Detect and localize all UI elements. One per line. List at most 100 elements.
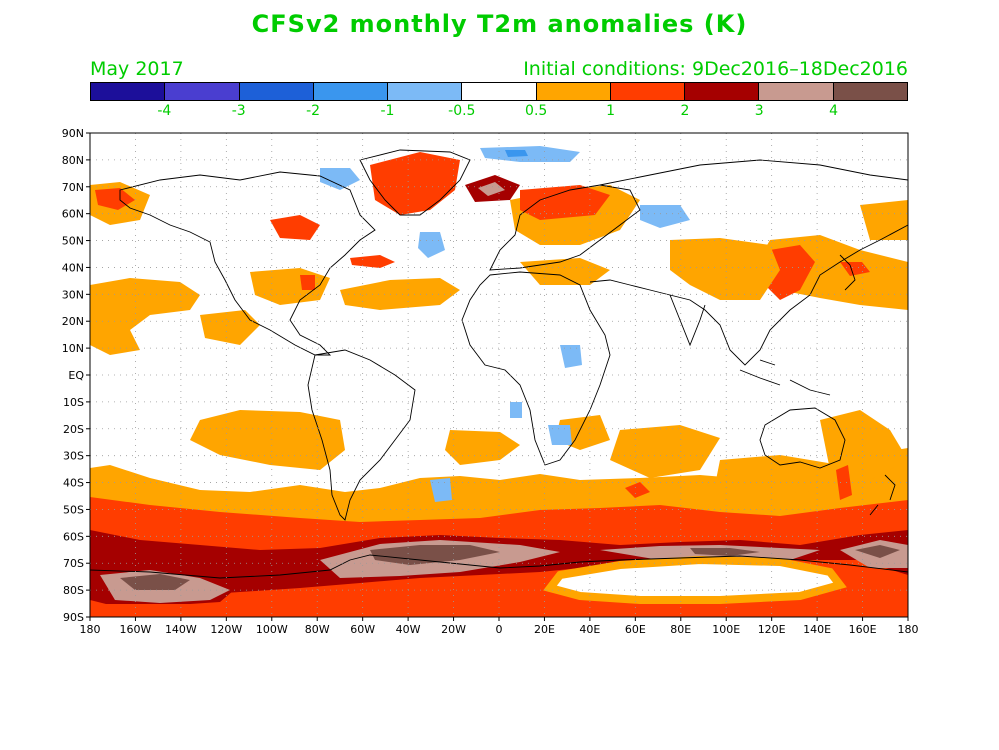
lon-label: 20E: [534, 623, 555, 636]
colorbar-tick-label: 4: [829, 103, 839, 119]
valid-month-label: May 2017: [90, 58, 184, 80]
lon-label: 60W: [350, 623, 375, 636]
canada-red: [270, 215, 320, 240]
north-america-coast: [119, 171, 376, 356]
colorbar-segment: [165, 83, 240, 100]
atlantic-blue: [418, 232, 445, 258]
lat-label: 80N: [62, 154, 84, 167]
lon-label: 20W: [441, 623, 466, 636]
lon-label: 140W: [165, 623, 197, 636]
lat-label: 20N: [62, 315, 84, 328]
lat-label: 90S: [63, 611, 84, 624]
south-atlantic-orange: [445, 430, 520, 465]
lon-label: 40W: [396, 623, 421, 636]
lat-label: 90N: [62, 127, 84, 140]
lat-label: 80S: [63, 584, 84, 597]
lat-lon-grid: [90, 133, 908, 617]
south-pacific-orange: [190, 410, 345, 470]
east-africa-blue: [560, 345, 582, 368]
lon-label: 60E: [625, 623, 646, 636]
australia-coast: [759, 407, 846, 469]
canada-blue: [320, 168, 360, 190]
lon-label: 180: [80, 623, 101, 636]
lat-label: 50S: [63, 503, 84, 516]
initial-conditions-label: Initial conditions: 9Dec2016–18Dec2016: [523, 58, 908, 80]
lat-label: 50N: [62, 235, 84, 248]
colorbar-tick-label: 0.5: [525, 103, 548, 119]
colorbar-segment: [388, 83, 463, 100]
lat-label: 20S: [63, 423, 84, 436]
colorbar-tick-label: -1: [380, 103, 395, 119]
lon-label: 40E: [579, 623, 600, 636]
lon-label: 160W: [120, 623, 152, 636]
siberia-blue: [640, 205, 690, 228]
lat-label: 40N: [62, 261, 84, 274]
indonesia-islands: [739, 359, 831, 396]
colorbar-tick-label: 3: [754, 103, 764, 119]
colorbar-segment: [313, 83, 389, 100]
greenland-red: [370, 152, 460, 215]
south-indian-orange: [610, 425, 720, 478]
antarctic-interior-neutral: [550, 560, 840, 600]
canada-orange: [245, 198, 345, 255]
colorbar-tick-label: -3: [231, 103, 246, 119]
lat-label: 30S: [63, 450, 84, 463]
south-america-coast: [307, 349, 416, 521]
lat-label: 30N: [62, 288, 84, 301]
colorbar-segment: [91, 83, 166, 100]
lat-label: 60S: [63, 530, 84, 543]
greenland-coast: [359, 149, 471, 216]
sw-pacific-red: [836, 465, 852, 500]
africa-coast: [461, 271, 611, 466]
central-america-orange: [200, 310, 260, 345]
ross-sea-brown: [855, 545, 900, 558]
colorbar-tick-label: 1: [606, 103, 615, 119]
map-title: CFSv2 monthly T2m anomalies (K): [251, 10, 748, 38]
indian-peninsula: [669, 294, 706, 347]
lon-label: 100E: [712, 623, 740, 636]
scandinavia-red: [520, 185, 610, 220]
south-africa-blue: [548, 425, 572, 445]
colorbar-tick-label: -2: [306, 103, 321, 119]
japan-coast: [839, 254, 856, 291]
new-zealand-coast: [869, 474, 896, 516]
lon-label: 0: [496, 623, 503, 636]
barents-pink: [478, 182, 505, 196]
colorbar-segment: [685, 83, 760, 100]
latitude-labels: 90N 80N 70N 60N 50N 40N 30N 20N 10N EQ 10S 20S 30S 40…: [62, 127, 90, 624]
north-pacific-orange-west: [90, 278, 200, 355]
colorbar-tick-label: 2: [680, 103, 690, 119]
lon-label: 180: [898, 623, 919, 636]
longitude-labels: 180 160W 140W 120W 100W 80W 60W 40W 20W 0 20E 40E 60…: [80, 617, 919, 636]
colorbar-segment: [239, 83, 314, 100]
lat-label: 60N: [62, 208, 84, 221]
lon-label: 140E: [803, 623, 831, 636]
antarctic-interior-orange-ring: [543, 555, 847, 604]
lon-label: 80E: [670, 623, 691, 636]
weddell-brown: [370, 545, 500, 565]
lat-label: 70S: [63, 557, 84, 570]
east-asia-red: [765, 245, 815, 300]
east-indian-orange: [715, 455, 840, 495]
south-indian-red-spot: [625, 482, 650, 498]
lat-label: 70N: [62, 181, 84, 194]
antarctica-coast: [90, 554, 908, 579]
lon-label: 120W: [210, 623, 242, 636]
lat-label: 40S: [63, 477, 84, 490]
eastern-us-red: [300, 275, 315, 290]
amundsen-brown: [120, 574, 190, 590]
east-antarctic-brown: [690, 548, 760, 556]
lon-label: 160E: [849, 623, 877, 636]
arctic-blue-deep: [505, 150, 528, 157]
north-atlantic-orange: [340, 278, 460, 310]
colorbar-segment: [833, 83, 907, 100]
colorbar-tick-label: -4: [157, 103, 172, 119]
east-siberia-orange: [860, 200, 908, 240]
lat-label: 10N: [62, 342, 84, 355]
lon-label: 120E: [758, 623, 786, 636]
lat-label: 10S: [63, 396, 84, 409]
asia-coast: [589, 159, 908, 366]
colorbar-segment: [759, 83, 834, 100]
atlantic-red-streak: [350, 255, 395, 268]
central-pacific-blue: [510, 402, 522, 418]
